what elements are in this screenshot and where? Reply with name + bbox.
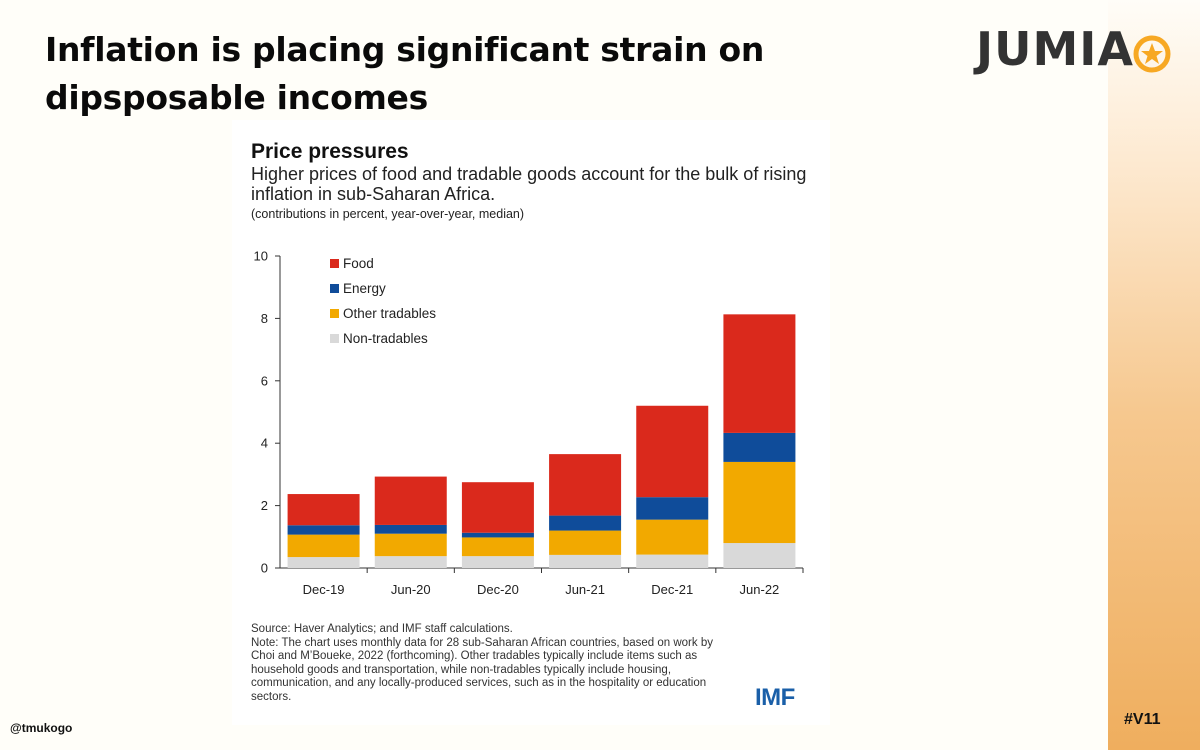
imf-logo: IMF bbox=[755, 684, 795, 711]
chart-subtitle: Higher prices of food and tradable goods… bbox=[251, 164, 807, 204]
bar-segment-food bbox=[549, 454, 622, 516]
y-tick-label: 0 bbox=[261, 561, 268, 576]
x-tick-label: Dec-20 bbox=[477, 582, 519, 597]
bar-segment-other-tradables bbox=[636, 519, 709, 555]
bar-segment-non-tradables bbox=[461, 556, 534, 568]
bar-segment-food bbox=[374, 476, 447, 525]
bar-segment-non-tradables bbox=[374, 556, 447, 568]
source-notes: Source: Haver Analytics; and IMF staff c… bbox=[251, 623, 731, 704]
source-line: Source: Haver Analytics; and IMF staff c… bbox=[251, 623, 513, 635]
star-icon bbox=[1133, 35, 1171, 73]
bar-segment-energy bbox=[636, 497, 709, 520]
legend-swatch bbox=[330, 284, 339, 293]
legend-swatch bbox=[330, 309, 339, 318]
bar-segment-food bbox=[723, 314, 796, 433]
jumia-logo-text: JUMIA bbox=[976, 22, 1134, 76]
y-tick-label: 4 bbox=[261, 436, 268, 451]
bar-segment-energy bbox=[374, 524, 447, 534]
x-tick-label: Jun-22 bbox=[740, 582, 780, 597]
bar-segment-non-tradables bbox=[549, 554, 622, 568]
bar-segment-food bbox=[636, 405, 709, 498]
bar-segment-energy bbox=[723, 432, 796, 462]
legend-label: Food bbox=[343, 256, 374, 271]
y-tick-label: 2 bbox=[261, 498, 268, 513]
bar-segment-non-tradables bbox=[287, 557, 360, 568]
bar-segment-food bbox=[461, 482, 534, 533]
x-tick-label: Dec-21 bbox=[651, 582, 693, 597]
author-handle: @tmukogo bbox=[10, 721, 73, 735]
bar-segment-other-tradables bbox=[374, 533, 447, 557]
jumia-logo: JUMIA bbox=[976, 22, 1196, 78]
y-tick-label: 6 bbox=[261, 373, 268, 388]
bar-segment-other-tradables bbox=[723, 461, 796, 544]
bar-segment-food bbox=[287, 494, 360, 526]
x-tick-label: Jun-21 bbox=[565, 582, 605, 597]
bar-segment-other-tradables bbox=[549, 530, 622, 555]
side-gradient-panel bbox=[1108, 0, 1200, 750]
bar-segment-other-tradables bbox=[461, 537, 534, 557]
bar-segment-other-tradables bbox=[287, 534, 360, 558]
legend-label: Non-tradables bbox=[343, 331, 428, 346]
x-tick-label: Jun-20 bbox=[391, 582, 431, 597]
slide-title: Inflation is placing significant strain … bbox=[45, 30, 765, 117]
y-tick-label: 8 bbox=[261, 311, 268, 326]
stacked-bar-chart: 0 2 4 6 8 10 Dec-19 Jun-20 Dec-20 Jun-21 Dec-21 Jun… bbox=[254, 249, 804, 597]
version-tag: #V11 bbox=[1124, 711, 1161, 728]
bar-segment-energy bbox=[287, 525, 360, 535]
chart-title: Price pressures bbox=[251, 140, 409, 163]
bar-segment-non-tradables bbox=[723, 543, 796, 568]
legend-swatch bbox=[330, 334, 339, 343]
bar-segment-energy bbox=[461, 532, 534, 538]
bar-segment-non-tradables bbox=[636, 554, 709, 568]
legend-label: Other tradables bbox=[343, 306, 436, 321]
bar-segment-energy bbox=[549, 515, 622, 531]
x-tick-label: Dec-19 bbox=[303, 582, 345, 597]
y-tick-label: 10 bbox=[254, 249, 268, 264]
legend-swatch bbox=[330, 259, 339, 268]
chart-units: (contributions in percent, year-over-yea… bbox=[251, 207, 525, 221]
note-text: Note: The chart uses monthly data for 28… bbox=[251, 636, 713, 703]
legend-label: Energy bbox=[343, 281, 386, 296]
